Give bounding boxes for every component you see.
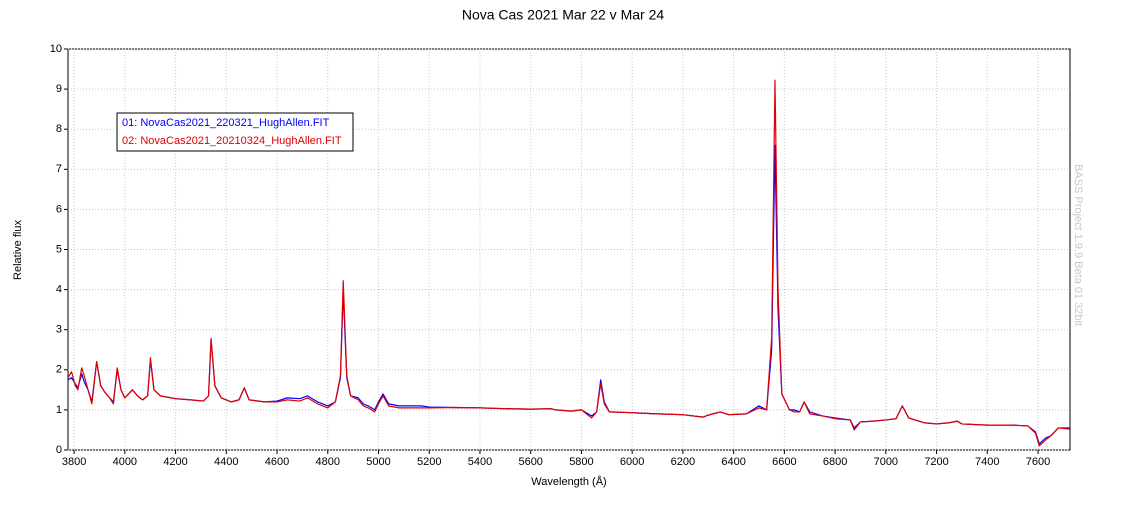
watermark: BASS Project 1.9.9 Beta 01 32bit: [1072, 164, 1084, 326]
y-tick-label: 9: [56, 83, 62, 95]
y-tick-label: 3: [56, 324, 62, 336]
x-tick-label: 7200: [924, 456, 948, 468]
y-tick-label: 6: [56, 203, 62, 215]
x-tick-label: 4800: [316, 456, 340, 468]
y-axis-label: Relative flux: [12, 220, 24, 280]
x-tick-label: 7000: [874, 456, 898, 468]
x-tick-label: 4200: [163, 456, 187, 468]
x-tick-label: 3800: [62, 456, 86, 468]
y-tick-label: 5: [56, 243, 62, 255]
series-line: [67, 79, 1071, 447]
x-tick-label: 6400: [721, 456, 745, 468]
x-tick-label: 5200: [417, 456, 441, 468]
x-tick-label: 7400: [975, 456, 999, 468]
chart-title: Nova Cas 2021 Mar 22 v Mar 24: [462, 7, 665, 23]
x-tick-label: 5600: [518, 456, 542, 468]
x-tick-label: 5000: [366, 456, 390, 468]
legend-entry: 02: NovaCas2021_20210324_HughAllen.FIT: [122, 135, 342, 147]
legend-box: [116, 112, 354, 152]
x-tick-label: 6000: [620, 456, 644, 468]
x-tick-label: 7600: [1026, 456, 1050, 468]
y-tick-label: 2: [56, 364, 62, 376]
legend-entry: 01: NovaCas2021_220321_HughAllen.FIT: [122, 117, 330, 129]
x-tick-label: 6600: [772, 456, 796, 468]
x-tick-label: 6800: [823, 456, 847, 468]
y-tick-label: 10: [50, 43, 62, 55]
x-tick-label: 5800: [569, 456, 593, 468]
x-tick-label: 5400: [468, 456, 492, 468]
x-tick-label: 4000: [113, 456, 137, 468]
x-tick-label: 4400: [214, 456, 238, 468]
y-tick-label: 7: [56, 163, 62, 175]
x-tick-label: 4600: [265, 456, 289, 468]
series-line: [67, 144, 1070, 445]
y-tick-label: 1: [56, 404, 62, 416]
x-tick-label: 6200: [671, 456, 695, 468]
y-tick-label: 8: [56, 123, 62, 135]
y-tick-label: 0: [56, 444, 62, 456]
y-tick-label: 4: [56, 284, 62, 296]
x-axis-label: Wavelength (Å): [531, 475, 606, 488]
